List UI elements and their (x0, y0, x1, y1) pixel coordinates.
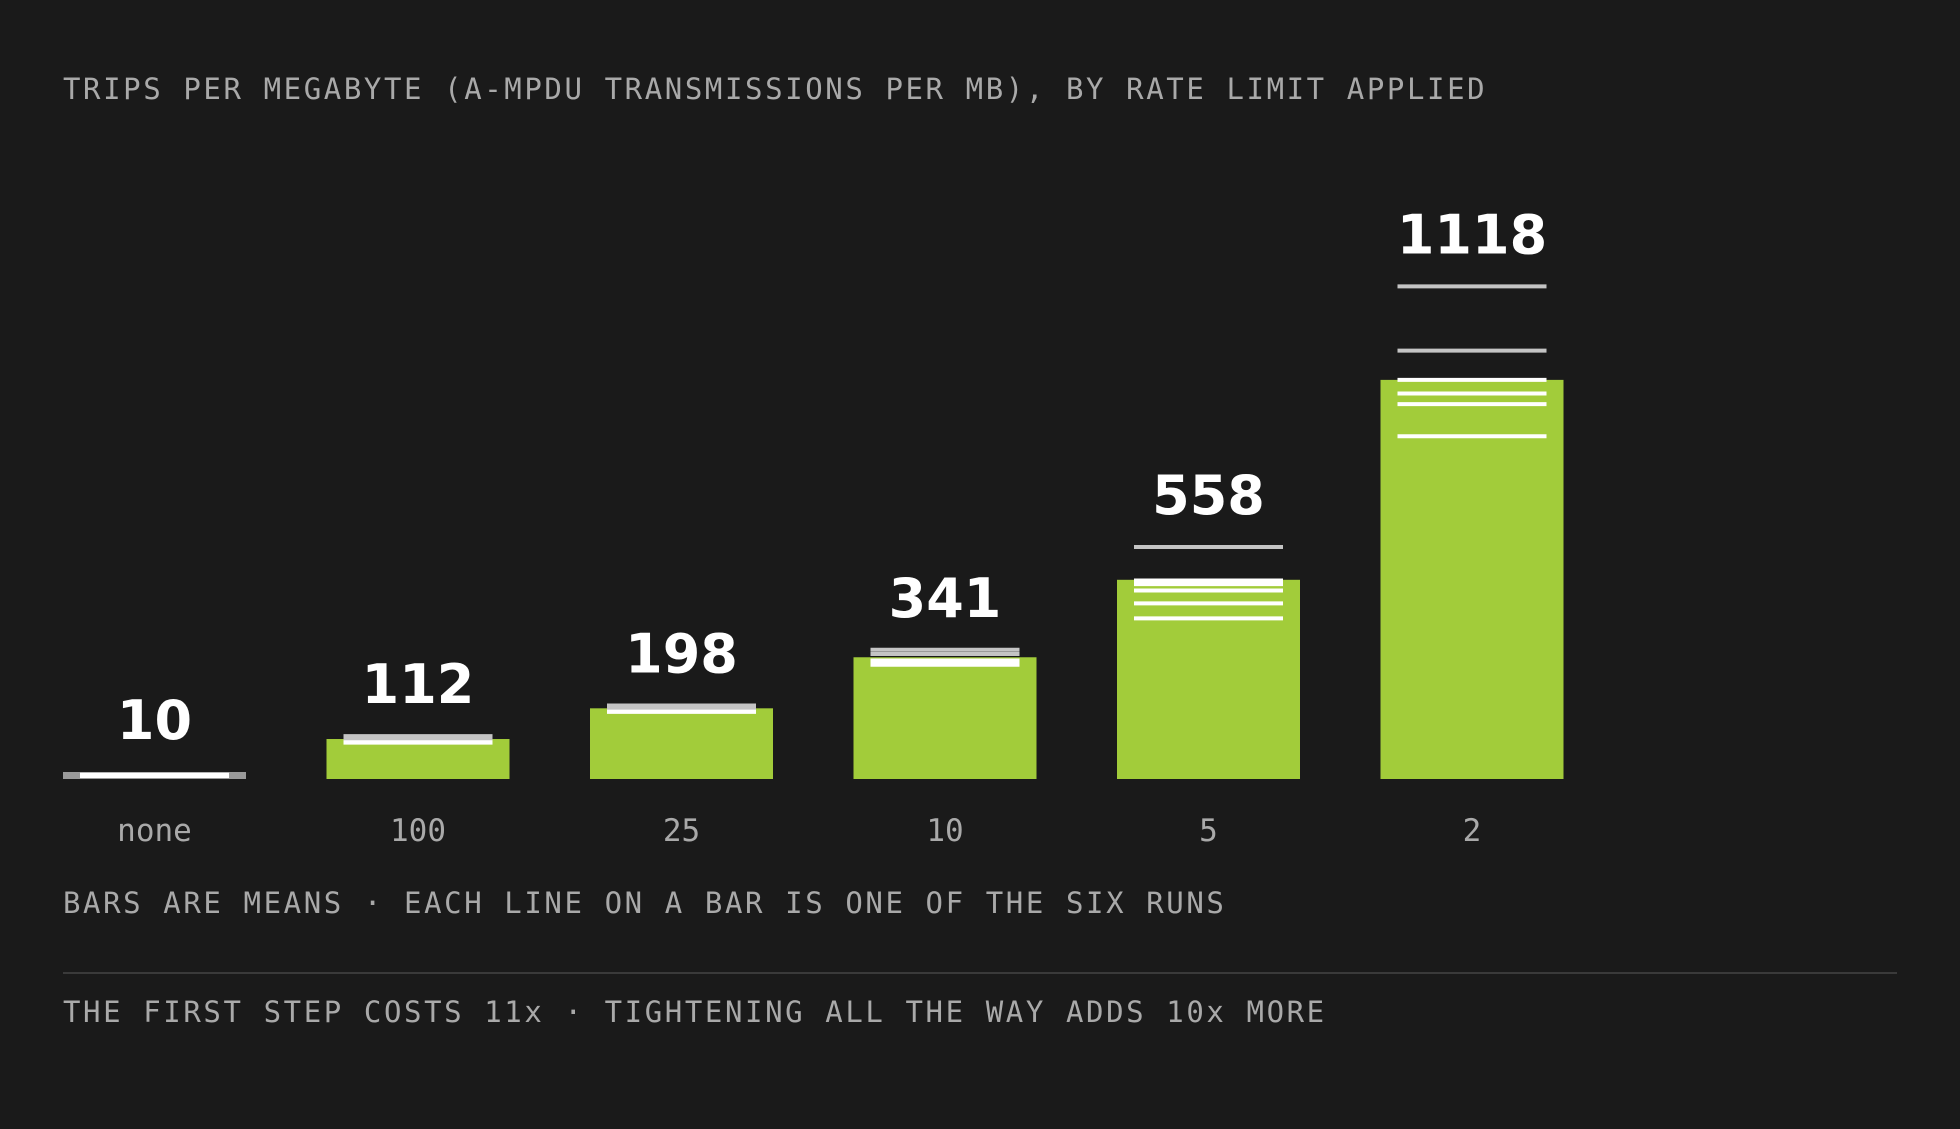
bars-layer (63, 379, 1564, 779)
bar-10 (853, 657, 1037, 779)
value-labels-layer: 10 112 198 341 558 1118 (117, 203, 1547, 752)
category-label-2: 2 (1463, 813, 1482, 849)
value-label-5: 558 (1152, 464, 1265, 527)
value-label-25: 198 (625, 622, 738, 685)
divider (63, 972, 1897, 974)
runs-layer (80, 284, 1547, 778)
bar-25 (590, 708, 773, 779)
category-label-100: 100 (390, 813, 446, 849)
category-label-5: 5 (1199, 813, 1218, 849)
value-label-100: 112 (362, 653, 475, 716)
chart-note: BARS ARE MEANS · EACH LINE ON A BAR IS O… (63, 886, 1227, 920)
bar-100 (326, 739, 510, 779)
category-labels-layer: none 100 25 10 5 2 (117, 813, 1481, 849)
category-label-10: 10 (926, 813, 963, 849)
bar-5 (1117, 579, 1300, 779)
category-label-none: none (117, 813, 192, 849)
chart-title: TRIPS PER MEGABYTE (A-MPDU TRANSMISSIONS… (63, 72, 1488, 106)
value-label-10: 341 (889, 567, 1002, 630)
chart-takeaway: THE FIRST STEP COSTS 11x · TIGHTENING AL… (63, 995, 1327, 1029)
category-label-25: 25 (663, 813, 700, 849)
value-label-2: 1118 (1397, 203, 1547, 266)
bar-2 (1380, 379, 1564, 779)
bar-chart: 10 112 198 341 558 1118 none 100 25 10 5 2 (63, 203, 1564, 849)
value-label-none: 10 (117, 689, 192, 752)
